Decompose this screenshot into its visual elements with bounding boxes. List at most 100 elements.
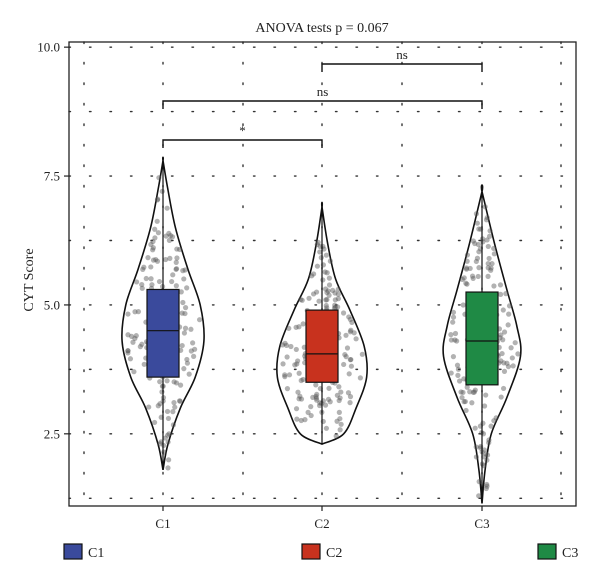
data-point <box>132 309 138 315</box>
data-point <box>157 401 163 407</box>
data-point <box>154 218 160 224</box>
data-point <box>286 325 292 331</box>
box-c2 <box>305 309 339 383</box>
data-point <box>139 281 145 288</box>
data-point <box>347 357 353 363</box>
data-point <box>316 402 323 409</box>
data-point <box>501 329 508 335</box>
data-point <box>458 389 464 395</box>
data-point <box>132 335 138 342</box>
data-point <box>341 361 347 368</box>
data-point <box>320 277 326 283</box>
data-point <box>313 395 320 401</box>
data-point <box>348 363 355 369</box>
data-point <box>473 211 480 217</box>
data-point <box>166 431 172 437</box>
data-point <box>141 361 147 367</box>
data-point <box>284 354 290 360</box>
data-point <box>476 226 482 232</box>
data-point <box>469 400 475 406</box>
data-point <box>300 321 306 327</box>
data-point <box>342 351 348 358</box>
data-point <box>137 344 143 350</box>
data-point <box>322 269 328 275</box>
data-point <box>515 351 521 357</box>
data-point <box>298 377 304 384</box>
data-point <box>463 265 470 271</box>
data-point <box>489 261 495 267</box>
data-point <box>182 305 189 311</box>
data-point <box>161 449 167 455</box>
data-point <box>510 363 516 369</box>
data-point <box>486 440 492 446</box>
data-point <box>313 289 320 295</box>
data-point <box>180 268 186 274</box>
violin-c2 <box>275 201 369 446</box>
data-point <box>293 346 299 353</box>
data-point <box>500 337 506 343</box>
data-point <box>182 325 189 331</box>
data-point <box>298 396 305 402</box>
data-point <box>181 330 188 336</box>
data-point <box>169 278 175 285</box>
data-point <box>473 454 479 460</box>
data-point <box>178 289 184 295</box>
data-point <box>186 371 192 377</box>
x-tick-label: C2 <box>314 516 329 531</box>
data-point <box>454 362 461 368</box>
legend-label: C2 <box>326 546 342 561</box>
legend-swatch <box>63 543 83 560</box>
significance-bracket <box>321 63 483 72</box>
data-point <box>326 275 332 281</box>
y-tick-label: 5.0 <box>44 297 60 312</box>
data-point <box>467 389 473 395</box>
data-point <box>506 311 512 317</box>
data-point <box>176 246 183 253</box>
data-point <box>327 399 333 405</box>
data-point <box>134 279 140 285</box>
box-c1 <box>146 288 180 378</box>
data-point <box>322 402 329 408</box>
data-point <box>332 302 338 308</box>
data-point <box>459 276 465 283</box>
data-point <box>337 395 343 401</box>
data-point <box>156 278 163 285</box>
data-point <box>152 235 158 241</box>
data-point <box>460 302 466 308</box>
data-point <box>450 314 457 320</box>
data-point <box>173 266 180 272</box>
data-point <box>498 358 504 364</box>
data-point <box>173 266 179 272</box>
data-point <box>336 409 342 415</box>
data-point <box>164 205 170 211</box>
data-point <box>357 375 363 381</box>
data-point <box>467 265 473 272</box>
data-point <box>460 389 466 396</box>
data-point <box>282 372 288 378</box>
data-point <box>170 409 176 415</box>
data-point <box>461 275 467 281</box>
data-point <box>298 296 304 303</box>
data-point <box>139 285 145 291</box>
data-point <box>347 316 353 322</box>
data-point <box>503 291 509 297</box>
data-point <box>188 348 194 354</box>
data-point <box>501 360 507 366</box>
data-point <box>309 273 315 279</box>
data-point <box>340 310 347 316</box>
data-point <box>501 368 508 374</box>
data-point <box>456 378 463 384</box>
data-point <box>464 252 471 258</box>
data-point <box>334 392 340 398</box>
data-point <box>165 415 172 422</box>
data-point <box>338 421 344 427</box>
data-point <box>476 249 482 255</box>
data-point <box>286 372 293 378</box>
data-point <box>476 493 482 499</box>
data-point <box>166 457 172 463</box>
data-point <box>346 314 352 320</box>
significance-bracket <box>162 100 483 109</box>
data-point <box>484 452 491 458</box>
data-point <box>296 396 302 402</box>
data-point <box>297 393 303 399</box>
